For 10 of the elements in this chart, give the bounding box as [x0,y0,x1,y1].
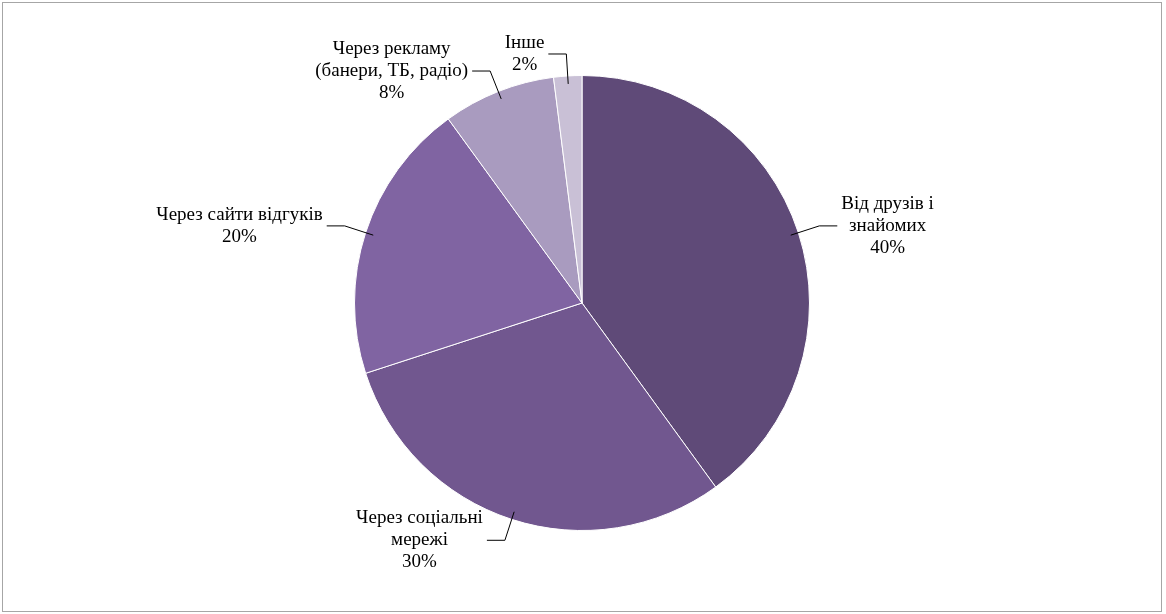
data-label: 30% [402,550,438,572]
slice-label: Від друзів і знайомих [841,191,934,235]
slice-label: Через соціальні мережі [356,506,483,550]
slice-label: Через сайти відгуків [156,202,323,224]
data-label: 2% [511,52,538,74]
slice-label: Інше [504,30,545,52]
data-label: 40% [870,235,906,257]
data-label: 8% [379,81,405,103]
slice-label: Через рекламу (банери, ТБ, радіо) [315,37,469,82]
data-label: 20% [222,224,258,246]
